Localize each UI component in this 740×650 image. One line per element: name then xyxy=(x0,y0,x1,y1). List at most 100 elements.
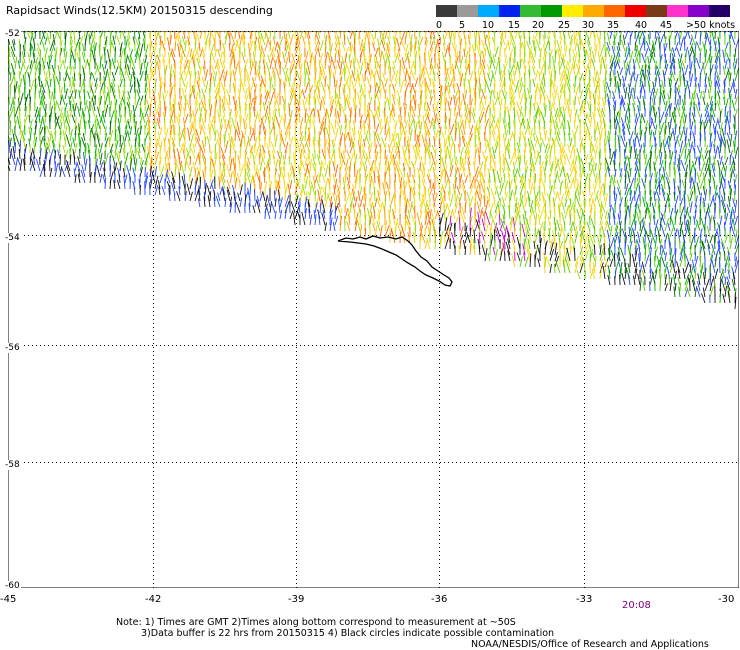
wind-barb xyxy=(604,48,607,58)
wind-barb xyxy=(544,200,547,214)
wind-barb xyxy=(556,219,561,232)
wind-barb xyxy=(39,126,44,136)
wind-barb xyxy=(654,124,658,136)
wind-barb xyxy=(358,175,361,190)
wind-barb xyxy=(234,38,239,52)
wind-barb xyxy=(12,133,16,148)
wind-barb xyxy=(392,159,396,172)
wind-barb xyxy=(425,67,431,82)
wind-barb xyxy=(134,95,137,106)
wind-barb xyxy=(309,84,314,94)
wind-barb xyxy=(368,90,371,100)
wind-barb xyxy=(513,114,516,124)
wind-barb xyxy=(384,78,388,88)
wind-barb xyxy=(316,34,321,46)
wind-barb xyxy=(641,113,646,124)
wind-barb xyxy=(282,161,286,172)
wind-barb xyxy=(39,140,42,154)
wind-barb xyxy=(534,110,539,124)
wind-barb xyxy=(599,120,603,130)
wind-barb xyxy=(29,42,32,52)
wind-barb xyxy=(559,148,563,160)
wind-map-plot[interactable] xyxy=(8,31,739,588)
wind-barb xyxy=(524,143,527,154)
wind-barb xyxy=(449,193,454,208)
wind-barb xyxy=(384,157,389,172)
wind-barb xyxy=(309,159,312,172)
wind-barb xyxy=(116,35,121,46)
wind-barb xyxy=(732,159,736,172)
wind-barb xyxy=(593,65,596,76)
wind-barb xyxy=(584,49,587,64)
wind-barb xyxy=(632,139,636,154)
wind-barb xyxy=(668,121,671,136)
wind-barb xyxy=(709,234,714,244)
wind-barb xyxy=(401,57,406,70)
wind-barb xyxy=(569,213,572,226)
wind-barb xyxy=(235,128,241,142)
wind-barb xyxy=(654,77,658,88)
wind-barb xyxy=(396,52,401,64)
wind-barb xyxy=(227,132,231,142)
wind-barb xyxy=(244,169,246,184)
wind-barb xyxy=(679,53,683,64)
wind-barb xyxy=(77,133,81,148)
wind-barb xyxy=(312,162,316,172)
wind-barb xyxy=(227,119,231,130)
wind-barb xyxy=(561,56,566,70)
wind-barb xyxy=(734,235,739,250)
wind-barb xyxy=(169,104,173,118)
wind-barb xyxy=(251,151,256,166)
wind-barb xyxy=(209,31,212,40)
wind-barb xyxy=(556,137,561,148)
wind-barb xyxy=(264,90,268,100)
wind-barb xyxy=(490,212,496,226)
wind-barb xyxy=(334,113,338,124)
wind-barb xyxy=(514,31,518,40)
wind-barb xyxy=(606,46,611,58)
wind-barb xyxy=(644,153,648,166)
wind-barb xyxy=(604,157,611,172)
wind-barb xyxy=(703,90,706,100)
wind-barb xyxy=(464,234,469,244)
wind-barb xyxy=(361,143,366,154)
wind-barb xyxy=(551,185,556,196)
wind-barb xyxy=(592,234,596,244)
wind-barb xyxy=(384,197,387,208)
wind-barb xyxy=(9,106,15,118)
wind-barb xyxy=(81,111,86,124)
wind-barb xyxy=(719,122,723,136)
wind-barb xyxy=(621,228,626,238)
wind-barb xyxy=(406,140,411,154)
wind-barb xyxy=(34,31,37,40)
wind-barb xyxy=(397,114,401,124)
wind-barb xyxy=(119,31,122,40)
wind-barb xyxy=(274,59,277,70)
wind-barb xyxy=(349,138,352,148)
wind-barb xyxy=(208,144,211,154)
wind-barb xyxy=(682,235,686,250)
wind-barb xyxy=(74,125,77,136)
wind-barb xyxy=(549,184,553,196)
wind-barb xyxy=(699,239,702,250)
wind-barb xyxy=(552,92,556,106)
wind-barb xyxy=(684,226,689,238)
wind-barb xyxy=(114,128,117,142)
wind-barb xyxy=(294,64,298,76)
wind-barb xyxy=(294,128,297,142)
wind-barb xyxy=(78,123,81,136)
wind-barb xyxy=(344,114,347,124)
wind-barb xyxy=(99,152,103,166)
wind-barb xyxy=(239,164,245,178)
wind-barb xyxy=(694,41,697,52)
wind-barb xyxy=(634,126,636,136)
wind-barb xyxy=(269,57,273,70)
wind-barb xyxy=(504,185,507,196)
wind-barb xyxy=(405,158,411,172)
wind-barb xyxy=(414,50,418,64)
wind-barb xyxy=(587,101,591,112)
wind-barb xyxy=(496,91,501,106)
wind-barb xyxy=(354,221,358,232)
wind-barb xyxy=(525,218,531,232)
wind-barb xyxy=(663,175,666,190)
